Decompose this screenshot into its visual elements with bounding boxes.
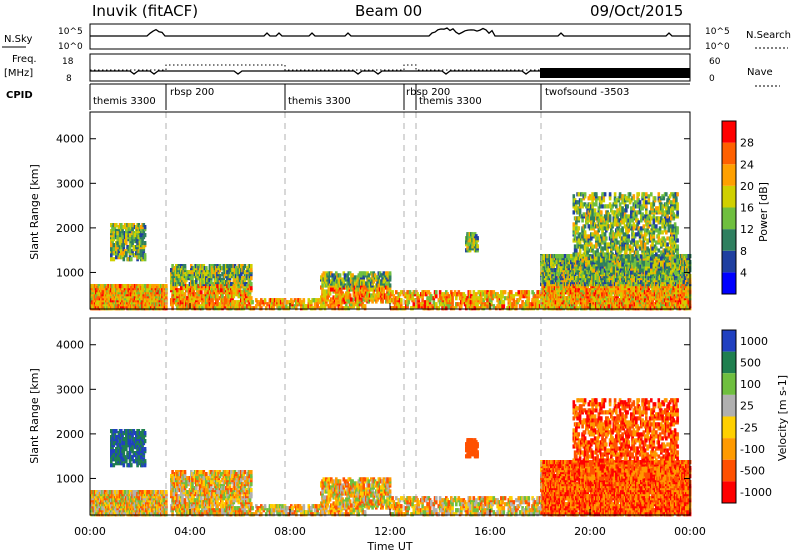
cpid-segments: themis 3300 rbsp 200 themis 3300 rbsp 20… (89, 84, 629, 110)
x-tick-label: 16:00 (474, 525, 506, 538)
power-cbar-tick-label: 24 (740, 158, 754, 171)
power-y-ticks: 1000 2000 3000 4000 (56, 133, 690, 279)
time-x-ticks: 00:00 04:00 08:00 12:00 16:00 20:00 00:00 (74, 303, 706, 538)
freq-lo-tick: 8 (66, 74, 72, 84)
y-tick-label: 1000 (56, 266, 84, 279)
time-xlabel: Time UT (366, 540, 412, 553)
cpid-seg-themis-2: themis 3300 (288, 96, 351, 107)
freq-label: Freq. (12, 54, 37, 65)
power-colorbar-ticks: 4 8 12 16 20 24 28 (740, 137, 754, 280)
velocity-cbar-tick-label: 25 (740, 400, 754, 413)
velocity-heatmap (90, 398, 692, 517)
velocity-cbar-tick-label: 500 (740, 356, 761, 369)
power-heatmap (90, 192, 692, 311)
cpid-seg-rbsp-1: rbsp 200 (170, 87, 214, 98)
velocity-colorbar-ticks: 1000 500 100 25 -25 -100 -500 -1000 (740, 335, 772, 499)
velocity-colorbar-label: Velocity [m s-1] (776, 375, 789, 461)
power-ylabel: Slant Range [km] (28, 164, 41, 260)
nsky-label: N.Sky (4, 34, 32, 45)
cpid-seg-themis-1: themis 3300 (93, 96, 156, 107)
nsky-hi-tick: 10^5 (58, 27, 83, 37)
nsky-trace (90, 27, 690, 37)
nsearch-lo-tick: 10^0 (705, 42, 730, 52)
x-tick-label: 20:00 (574, 525, 606, 538)
cpid-seg-twofsound: twofsound -3503 (545, 87, 629, 98)
cpid-label: CPID (6, 90, 33, 101)
velocity-colorbar-frame (721, 329, 737, 504)
freq-unit-label: [MHz] (4, 68, 33, 79)
power-cbar-tick-label: 28 (740, 137, 754, 150)
nave-dense-block (540, 68, 690, 78)
y-tick-label: 3000 (56, 177, 84, 190)
power-colorbar-frame (721, 120, 737, 295)
nsearch-hi-tick: 10^5 (705, 27, 730, 37)
velocity-cbar-tick-label: 1000 (740, 335, 768, 348)
nave-trace (90, 64, 540, 71)
y-tick-label: 2000 (56, 222, 84, 235)
cpid-seg-themis-3: themis 3300 (419, 96, 482, 107)
nave-hi-tick: 60 (709, 57, 721, 67)
cpid-seg-rbsp-2: rbsp 200 (406, 87, 450, 98)
power-cbar-tick-label: 12 (740, 223, 754, 236)
velocity-cbar-tick-label: -500 (740, 465, 765, 478)
station-title: Inuvik (fitACF) (92, 2, 198, 20)
y-tick-label: 4000 (56, 133, 84, 146)
nave-lo-tick: 0 (709, 74, 715, 84)
power-cbar-tick-label: 8 (740, 245, 747, 258)
power-cbar-tick-label: 16 (740, 202, 754, 215)
beam-title: Beam 00 (355, 2, 422, 20)
y-tick-label: 1000 (56, 472, 84, 485)
power-colorbar-label: Power [dB] (757, 182, 770, 242)
velocity-ylabel: Slant Range [km] (28, 368, 41, 464)
velocity-colorbar (722, 330, 736, 503)
velocity-cbar-tick-label: -100 (740, 443, 765, 456)
x-tick-label: 04:00 (174, 525, 206, 538)
power-cbar-tick-label: 20 (740, 180, 754, 193)
velocity-y-ticks: 1000 2000 3000 4000 (56, 339, 690, 485)
date-title: 09/Oct/2015 (590, 2, 683, 20)
velocity-cbar-tick-label: -25 (740, 421, 758, 434)
y-tick-label: 4000 (56, 339, 84, 352)
velocity-cbar-tick-label: -1000 (740, 486, 772, 499)
freq-panel-frame (89, 53, 691, 82)
nave-label: Nave (747, 67, 773, 78)
y-tick-label: 2000 (56, 428, 84, 441)
power-cbar-tick-label: 4 (740, 266, 747, 279)
power-colorbar (722, 121, 736, 294)
x-tick-label: 00:00 (74, 525, 106, 538)
x-tick-label: 08:00 (274, 525, 306, 538)
freq-hi-tick: 18 (62, 57, 74, 67)
x-tick-label: 12:00 (374, 525, 406, 538)
x-tick-label: 00:00 (674, 525, 706, 538)
nsearch-label: N.Search (746, 30, 791, 41)
velocity-cbar-tick-label: 100 (740, 378, 761, 391)
nsky-lo-tick: 10^0 (58, 42, 83, 52)
y-tick-label: 3000 (56, 383, 84, 396)
